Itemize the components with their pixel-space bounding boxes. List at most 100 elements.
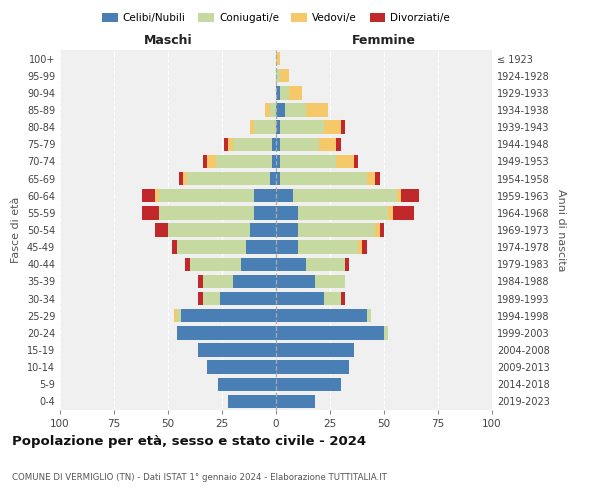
- Bar: [367, 172, 376, 186]
- Bar: [233, 138, 272, 151]
- Text: Maschi: Maschi: [143, 34, 193, 46]
- Bar: [218, 378, 276, 391]
- Bar: [306, 258, 345, 271]
- Bar: [323, 292, 341, 306]
- Bar: [198, 274, 203, 288]
- Bar: [280, 86, 289, 100]
- Bar: [272, 154, 276, 168]
- Bar: [229, 394, 276, 408]
- Bar: [176, 326, 276, 340]
- Y-axis label: Anni di nascita: Anni di nascita: [556, 188, 566, 271]
- Bar: [224, 138, 229, 151]
- Bar: [341, 120, 345, 134]
- Bar: [181, 309, 276, 322]
- Bar: [241, 258, 276, 271]
- Bar: [269, 104, 276, 117]
- Bar: [380, 224, 384, 236]
- Bar: [185, 258, 190, 271]
- Bar: [276, 86, 280, 100]
- Bar: [142, 206, 160, 220]
- Bar: [276, 154, 280, 168]
- Bar: [160, 206, 254, 220]
- Bar: [250, 120, 254, 134]
- Bar: [354, 154, 358, 168]
- Bar: [276, 292, 323, 306]
- Bar: [293, 189, 397, 202]
- Bar: [142, 189, 155, 202]
- Bar: [280, 154, 337, 168]
- Bar: [276, 274, 315, 288]
- Bar: [362, 240, 367, 254]
- Bar: [203, 274, 233, 288]
- Bar: [298, 240, 358, 254]
- Bar: [198, 292, 203, 306]
- Bar: [265, 104, 269, 117]
- Bar: [376, 172, 380, 186]
- Bar: [276, 172, 280, 186]
- Bar: [280, 172, 367, 186]
- Bar: [276, 394, 315, 408]
- Bar: [246, 240, 276, 254]
- Bar: [187, 172, 269, 186]
- Bar: [388, 206, 392, 220]
- Bar: [280, 69, 289, 82]
- Bar: [337, 138, 341, 151]
- Bar: [190, 258, 241, 271]
- Bar: [250, 224, 276, 236]
- Bar: [276, 344, 354, 356]
- Bar: [337, 154, 354, 168]
- Bar: [172, 240, 176, 254]
- Bar: [176, 309, 181, 322]
- Bar: [276, 69, 280, 82]
- Bar: [276, 189, 293, 202]
- Text: Popolazione per età, sesso e stato civile - 2024: Popolazione per età, sesso e stato civil…: [12, 435, 366, 448]
- Bar: [276, 104, 284, 117]
- Bar: [276, 120, 280, 134]
- Text: COMUNE DI VERMIGLIO (TN) - Dati ISTAT 1° gennaio 2024 - Elaborazione TUTTITALIA.: COMUNE DI VERMIGLIO (TN) - Dati ISTAT 1°…: [12, 472, 387, 482]
- Bar: [319, 138, 337, 151]
- Bar: [233, 274, 276, 288]
- Bar: [269, 172, 276, 186]
- Bar: [254, 120, 276, 134]
- Bar: [276, 360, 349, 374]
- Bar: [315, 274, 345, 288]
- Bar: [276, 206, 298, 220]
- Bar: [160, 189, 254, 202]
- Bar: [280, 138, 319, 151]
- Bar: [175, 309, 176, 322]
- Y-axis label: Fasce di età: Fasce di età: [11, 197, 21, 263]
- Bar: [276, 378, 341, 391]
- Bar: [215, 154, 272, 168]
- Bar: [276, 138, 280, 151]
- Bar: [203, 154, 207, 168]
- Bar: [276, 326, 384, 340]
- Bar: [272, 138, 276, 151]
- Bar: [155, 189, 160, 202]
- Bar: [168, 224, 250, 236]
- Bar: [306, 104, 328, 117]
- Bar: [397, 189, 401, 202]
- Bar: [220, 292, 276, 306]
- Bar: [280, 120, 323, 134]
- Bar: [207, 154, 215, 168]
- Legend: Celibi/Nubili, Coniugati/e, Vedovi/e, Divorziati/e: Celibi/Nubili, Coniugati/e, Vedovi/e, Di…: [98, 8, 454, 27]
- Bar: [358, 240, 362, 254]
- Text: Femmine: Femmine: [352, 34, 416, 46]
- Bar: [229, 138, 233, 151]
- Bar: [392, 206, 414, 220]
- Bar: [155, 224, 168, 236]
- Bar: [179, 172, 183, 186]
- Bar: [367, 309, 371, 322]
- Bar: [376, 224, 380, 236]
- Bar: [384, 326, 388, 340]
- Bar: [289, 86, 302, 100]
- Bar: [276, 52, 280, 66]
- Bar: [276, 240, 298, 254]
- Bar: [203, 292, 220, 306]
- Bar: [198, 344, 276, 356]
- Bar: [341, 292, 345, 306]
- Bar: [254, 206, 276, 220]
- Bar: [207, 360, 276, 374]
- Bar: [345, 258, 349, 271]
- Bar: [284, 104, 306, 117]
